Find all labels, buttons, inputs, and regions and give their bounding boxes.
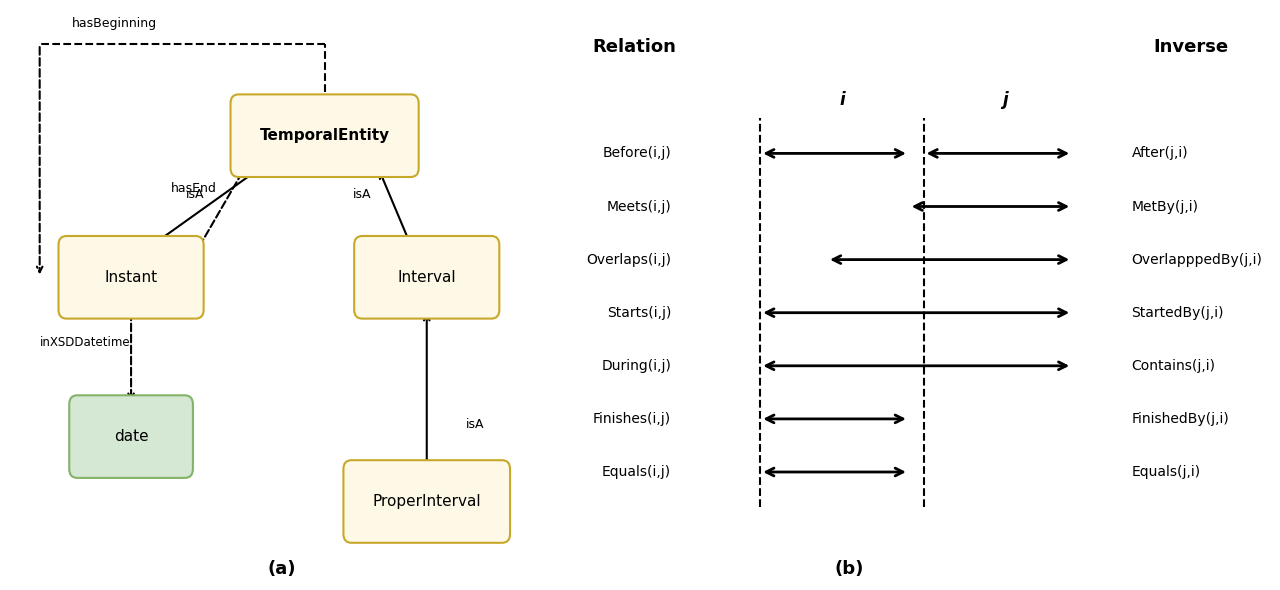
Text: MetBy(j,i): MetBy(j,i) bbox=[1132, 199, 1198, 214]
Text: date: date bbox=[114, 429, 148, 444]
Text: Equals(i,j): Equals(i,j) bbox=[602, 465, 671, 479]
Text: Equals(j,i): Equals(j,i) bbox=[1132, 465, 1201, 479]
Text: isA: isA bbox=[353, 188, 371, 201]
Text: Finishes(i,j): Finishes(i,j) bbox=[593, 412, 671, 426]
Text: Instant: Instant bbox=[105, 270, 157, 285]
Text: Inverse: Inverse bbox=[1153, 38, 1229, 56]
Text: After(j,i): After(j,i) bbox=[1132, 146, 1188, 160]
Text: j: j bbox=[1002, 91, 1009, 109]
Text: Interval: Interval bbox=[397, 270, 456, 285]
Text: Starts(i,j): Starts(i,j) bbox=[607, 306, 671, 320]
Text: i: i bbox=[840, 91, 845, 109]
Text: ProperInterval: ProperInterval bbox=[372, 494, 481, 509]
Text: FinishedBy(j,i): FinishedBy(j,i) bbox=[1132, 412, 1229, 426]
Text: Before(i,j): Before(i,j) bbox=[603, 146, 671, 160]
FancyBboxPatch shape bbox=[59, 236, 204, 319]
FancyBboxPatch shape bbox=[230, 94, 419, 177]
FancyBboxPatch shape bbox=[343, 460, 511, 543]
FancyBboxPatch shape bbox=[355, 236, 499, 319]
Text: (b): (b) bbox=[835, 560, 864, 578]
Text: Meets(i,j): Meets(i,j) bbox=[607, 199, 671, 214]
Text: OverlapppedBy(j,i): OverlapppedBy(j,i) bbox=[1132, 253, 1262, 267]
Text: Overlaps(i,j): Overlaps(i,j) bbox=[586, 253, 671, 267]
Text: isA: isA bbox=[187, 188, 205, 201]
Text: (a): (a) bbox=[268, 560, 296, 578]
Text: inXSDDatetime: inXSDDatetime bbox=[40, 336, 131, 349]
Text: hasBeginning: hasBeginning bbox=[72, 17, 157, 30]
Text: TemporalEntity: TemporalEntity bbox=[260, 128, 389, 143]
Text: During(i,j): During(i,j) bbox=[602, 359, 671, 373]
Text: StartedBy(j,i): StartedBy(j,i) bbox=[1132, 306, 1224, 320]
Text: isA: isA bbox=[466, 418, 484, 431]
FancyBboxPatch shape bbox=[69, 395, 193, 478]
Text: Contains(j,i): Contains(j,i) bbox=[1132, 359, 1216, 373]
Text: hasEnd: hasEnd bbox=[172, 182, 218, 195]
Text: Relation: Relation bbox=[593, 38, 676, 56]
